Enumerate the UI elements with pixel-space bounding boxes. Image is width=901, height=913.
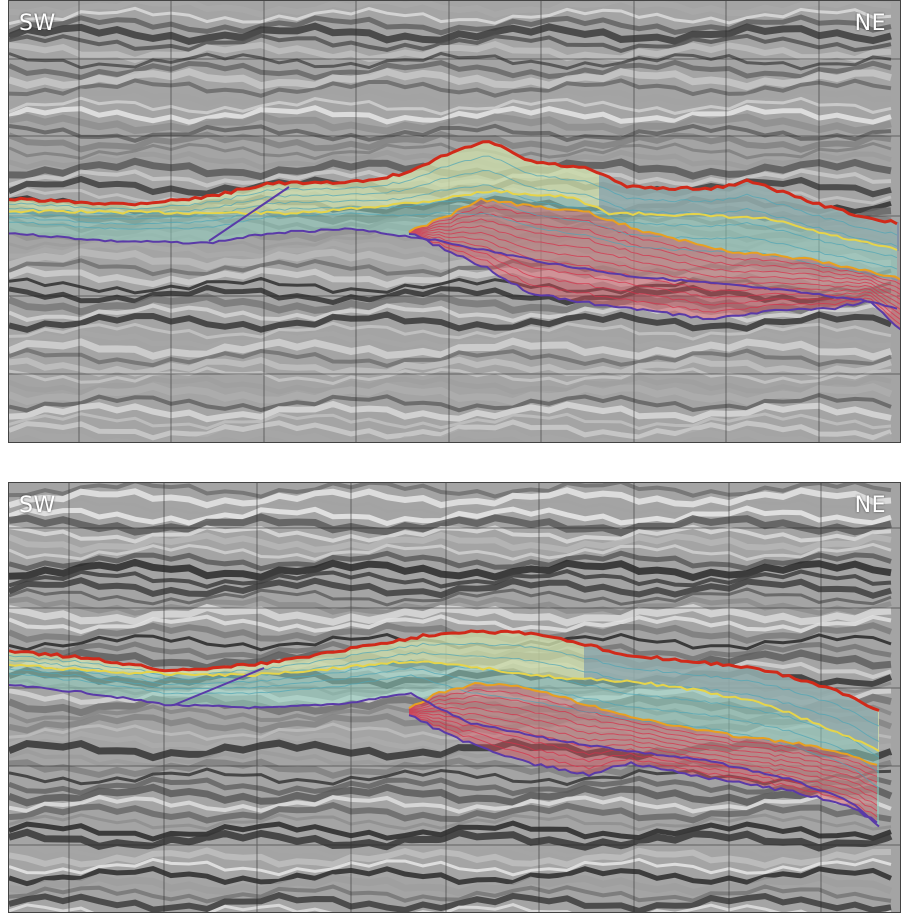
reflector-bands: [9, 1, 893, 442]
sw-label: SW: [19, 11, 56, 36]
ne-label: NE: [854, 11, 886, 36]
seismic-section-bottom: SW NE: [8, 482, 901, 913]
cyan-striations: [9, 642, 880, 789]
top-horizon: [9, 629, 880, 712]
ne-label: NE: [854, 493, 886, 518]
lower-base-horizon: [408, 233, 900, 331]
base-horizon: [9, 684, 880, 828]
seismic-image-top: [9, 1, 900, 442]
orange-horizon: [408, 681, 878, 766]
lower-base-horizon: [408, 714, 878, 824]
red-package: [409, 198, 900, 330]
orange-horizon: [408, 197, 900, 281]
seismic-section-top: SW NE: [8, 0, 901, 443]
yellow-package: [9, 630, 879, 752]
yellow-horizon: [9, 660, 880, 752]
seismic-image-bottom: [9, 483, 900, 912]
clinoform-line: [173, 667, 265, 706]
clinoform-line: [208, 186, 290, 242]
top-horizon: [9, 140, 898, 226]
base-horizon: [9, 227, 898, 310]
yellow-horizon: [9, 189, 898, 251]
sw-label: SW: [19, 493, 56, 518]
blue-package: [599, 174, 899, 252]
red-striations: [408, 204, 900, 325]
